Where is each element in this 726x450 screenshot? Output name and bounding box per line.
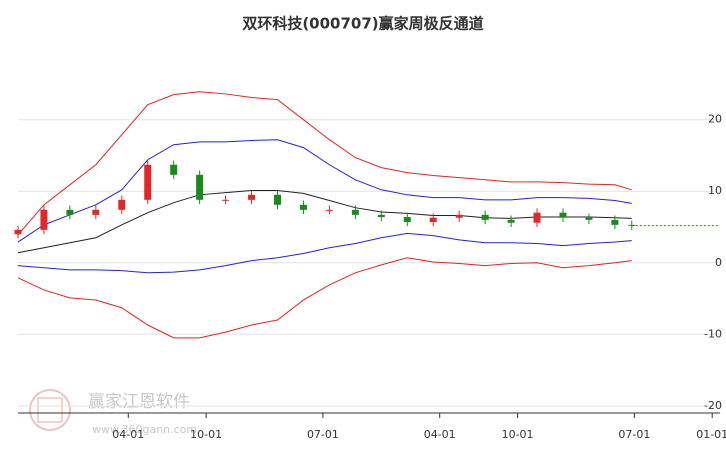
y-tick-label: -20: [704, 399, 722, 412]
candle-body: [92, 209, 100, 215]
watermark-url: www.360gann.com: [92, 423, 197, 436]
candle-body: [533, 212, 541, 223]
x-tick-label: 04-01: [424, 428, 456, 441]
y-tick-label: 20: [708, 113, 722, 126]
candle-body: [118, 199, 126, 210]
candle-body: [559, 212, 567, 218]
candle-body: [274, 194, 282, 205]
x-tick-label: 10-01: [502, 428, 534, 441]
watermark-brand: 赢家江恩软件: [88, 392, 190, 412]
candle-body: [325, 209, 333, 211]
channel-line: [17, 139, 632, 243]
candle-body: [196, 174, 204, 200]
y-tick-label: 10: [708, 184, 722, 197]
x-tick-label: 07-01: [618, 428, 650, 441]
candle-body: [299, 204, 307, 210]
candle-body: [351, 209, 359, 215]
candle-body: [507, 219, 515, 223]
channel-line: [17, 91, 632, 236]
plot-area: 20 10 0 -10 -20 04-01 10-01 07-01 04-01 10-01 07-0…: [14, 91, 726, 441]
candle-body: [222, 199, 230, 201]
candle-body: [403, 216, 411, 222]
chart-title: 双环科技(000707)赢家周极反通道: [242, 15, 483, 33]
y-tick-label: 0: [715, 256, 722, 269]
candle-body: [377, 214, 385, 217]
x-tick-label: 01-01: [696, 428, 726, 441]
x-tick-label: 07-01: [307, 428, 339, 441]
x-tick-label: 04-01: [112, 428, 144, 441]
candle-body: [481, 214, 489, 220]
candle-body: [611, 219, 619, 225]
channel-line: [17, 257, 632, 339]
watermark-logo: [29, 389, 71, 431]
candle-body: [40, 209, 48, 230]
y-tick-label: -10: [704, 327, 722, 340]
candle-body: [66, 209, 74, 215]
candle-body: [248, 194, 256, 200]
channel-line: [17, 232, 632, 274]
candle-body: [585, 217, 593, 220]
candle-body: [144, 164, 152, 200]
candle-body: [455, 214, 463, 218]
candle-body: [429, 217, 437, 222]
candle-body: [170, 164, 178, 175]
candle-body: [14, 229, 22, 235]
x-tick-label: 10-01: [190, 428, 222, 441]
